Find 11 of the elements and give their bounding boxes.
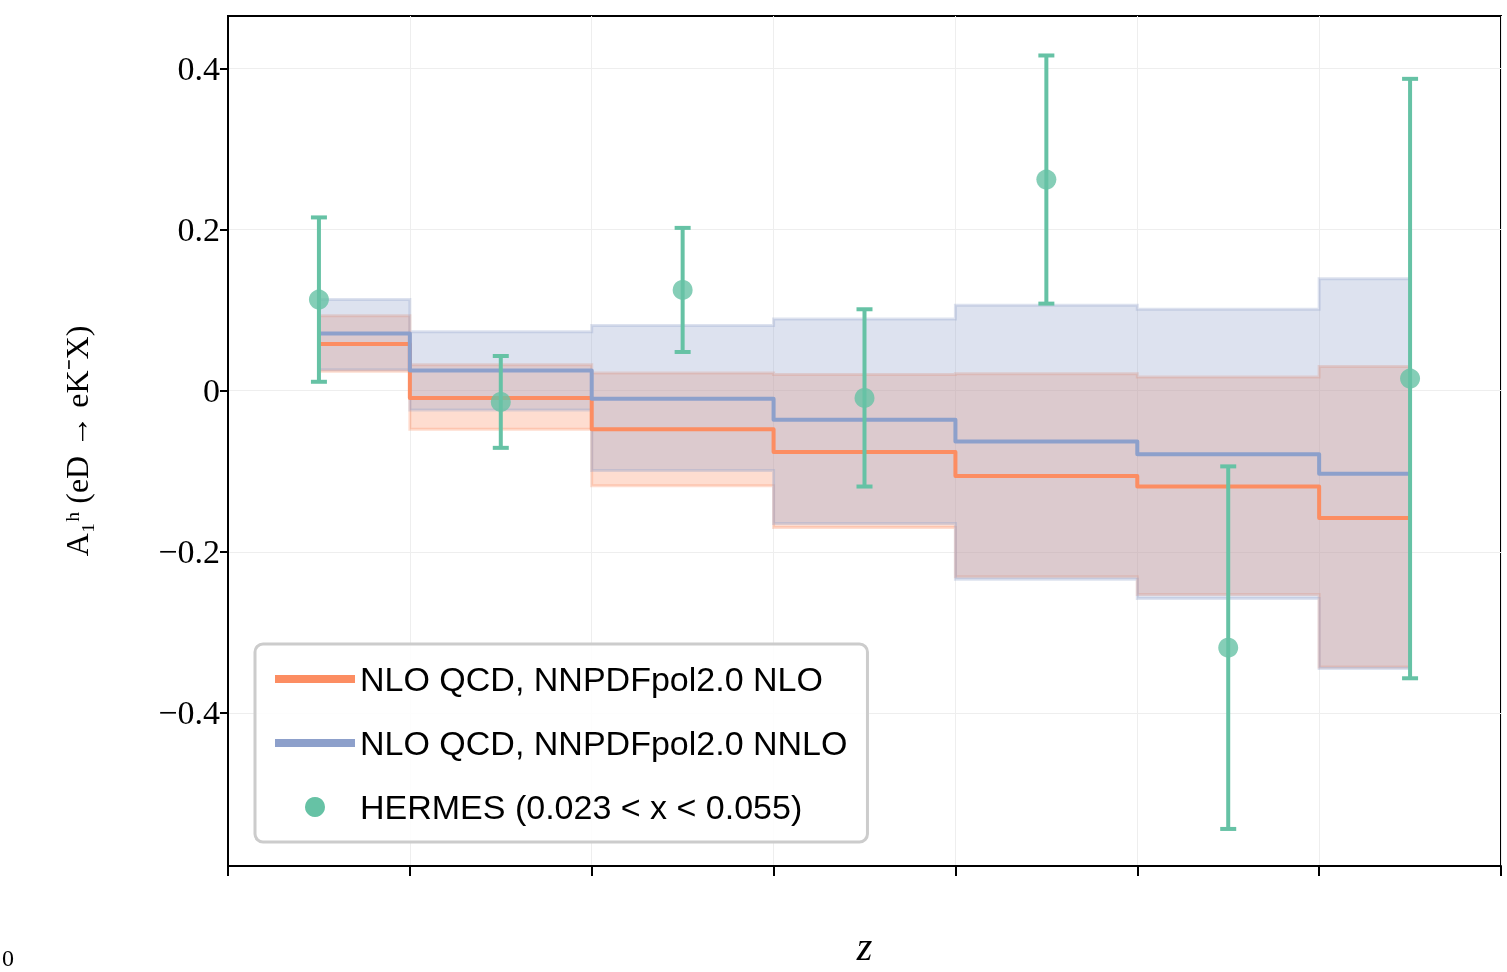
y-axis-title: A₁ʰ (eD → eK⁻X) xyxy=(59,325,95,557)
legend-label: NLO QCD, NNPDFpol2.0 NLO xyxy=(360,660,823,698)
legend-label: HERMES (0.023 < x < 0.055) xyxy=(360,788,803,826)
legend-label: NLO QCD, NNPDFpol2.0 NNLO xyxy=(360,724,848,762)
x-axis-title: z xyxy=(855,923,873,969)
y-tick-label: 0.4 xyxy=(177,49,220,87)
y-tick-label: −0.4 xyxy=(158,694,220,732)
text: 0 xyxy=(2,945,14,972)
y-tick-label: −0.2 xyxy=(158,533,220,571)
y-tick-label: 0.2 xyxy=(177,211,220,249)
y-tick-label: 0 xyxy=(203,372,220,410)
